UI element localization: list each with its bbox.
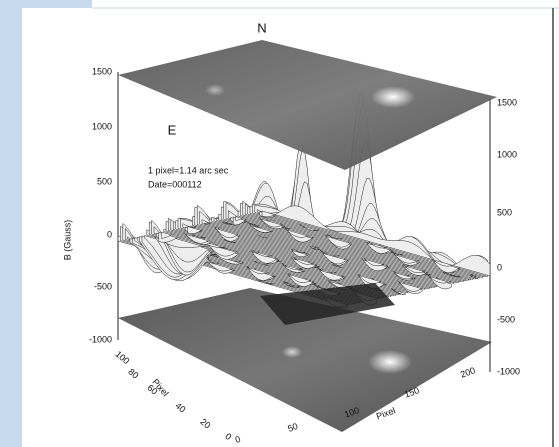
left-tick-label: -500 [94,281,112,291]
figure: N E 1 pixel=1.14 arc sec Date=000112 B (… [0,0,559,447]
depth-tick-label: 80 [126,366,140,380]
bright-spot [368,350,412,374]
east-label: E [168,122,177,137]
right-tick-label: 500 [497,207,512,217]
left-tick-label: 1000 [92,121,112,131]
depth-tick-label: 40 [173,400,187,414]
side-band [0,0,22,447]
top-band [0,0,92,8]
left-tick-label: -1000 [89,334,112,344]
right-tick-label: 1500 [497,97,517,107]
date-note: Date=000112 [148,179,202,189]
right-tick-label: 1000 [497,149,517,159]
left-tick-label: 0 [107,229,112,239]
x-tick-label: 0 [234,434,242,445]
x-tick-label: 50 [286,421,299,434]
left-tick-label: 1500 [92,66,112,76]
y-axis-label: B (Gauss) [62,220,72,261]
right-tick-label: -500 [497,314,515,324]
north-label: N [257,20,266,35]
bright-spot [205,84,225,96]
bright-spot [371,86,415,108]
depth-tick-label: 20 [198,416,212,430]
top-plane [118,40,497,170]
left-tick-label: 500 [97,176,112,186]
bright-spot [282,346,302,358]
right-tick-label: 0 [497,262,502,272]
page: N E 1 pixel=1.14 arc sec Date=000112 B (… [0,0,559,447]
right-tick-label: -1000 [497,366,520,376]
depth-tick-label: 100 [113,349,131,366]
x-tick-label: 200 [459,365,477,380]
scale-note: 1 pixel=1.14 arc sec [148,165,229,175]
depth-tick-label: 0 [223,431,233,442]
